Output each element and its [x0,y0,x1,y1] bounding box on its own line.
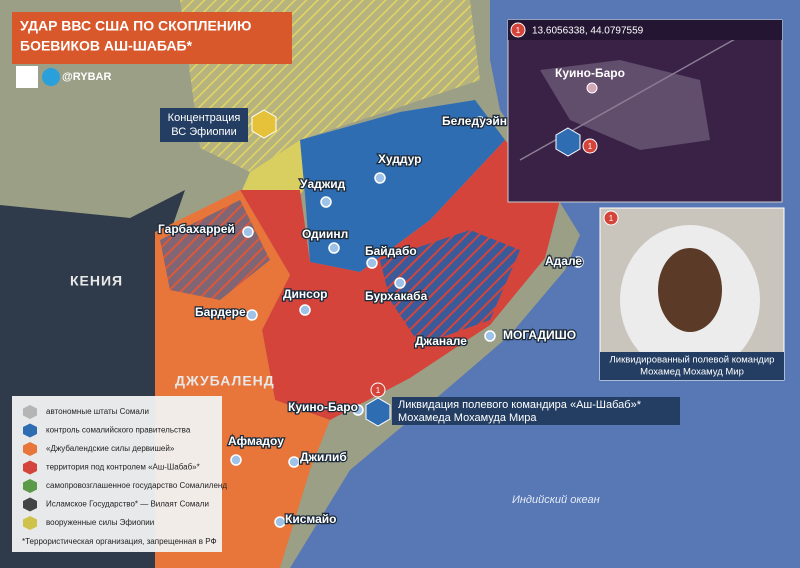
telegram-icon [42,68,60,86]
title: УДАР ВВС США ПО СКОПЛЕНИЮ [20,18,251,34]
place-label: Одиинл [302,227,348,241]
place-marker [328,242,340,254]
place-label: Джилиб [300,450,347,464]
callout-icon [365,397,391,427]
place-marker [572,256,584,268]
badge-text: 1 [609,214,614,223]
inset-coords: 13.6056338, 44.0797559 [532,26,644,37]
place-label: Худдур [378,152,421,166]
title: БОЕВИКОВ АШ-ШАБАБ* [20,38,193,54]
badge-text: 1 [588,142,593,151]
legend-note: *Террористическая организация, запрещенн… [22,537,217,546]
inset-marker-badge [582,138,598,154]
place-label: Беледуэйне [442,114,514,128]
gov-zone [300,100,505,272]
place-marker [320,196,332,208]
contested-zone [380,230,520,345]
callout-text: Ликвидация полевого командира «Аш-Шабаб»… [398,399,642,411]
place-marker [274,516,286,528]
legend-label: вооруженные силы Эфиопии [46,518,154,527]
inset-badge [510,22,526,38]
place-label: Байдабо [365,244,417,258]
legend-label: контроль сомалийского правительства [46,426,191,435]
photo-caption-box [600,352,784,380]
inset-header [508,20,782,40]
title-box [12,12,292,64]
photo-figure [658,248,722,332]
place-marker [242,226,254,238]
place-label: МОГАДИШО [503,328,576,342]
legend-swatch [23,442,37,456]
ethiopia-label-box [160,108,248,142]
badge-text: 1 [376,386,381,395]
photo-caption: Ликвидированный полевой командир [610,355,775,366]
place-marker [246,309,258,321]
place-marker [474,116,486,128]
legend-label: самопровозглашенное государство Сомалиле… [46,481,227,490]
place-label: Афмадоу [228,434,284,448]
contested-zone [160,200,270,300]
place-label: Бардере [195,305,246,319]
place-label: Уаджид [300,177,346,191]
legend-swatch [23,516,37,530]
place-label: Бурхакаба [365,289,428,303]
photo-badge [603,210,619,226]
inset-place: Куино-Баро [555,66,625,80]
place-label: Гарбахаррей [158,222,235,236]
place-marker [352,404,364,416]
legend-swatch [23,460,37,475]
legend-swatch [23,497,37,512]
badge-text: 1 [516,26,521,35]
legend [12,396,222,552]
region-label: ДЖУБАЛЕНД [175,373,275,389]
ethiopia-icon [251,109,277,139]
legend-label: автономные штаты Сомали [46,407,149,416]
place-marker [299,304,311,316]
photo-caption: Мохамед Мохамуд Мир [640,367,744,378]
place-label: Динсор [283,287,328,301]
legend-label: «Джубалендские силы дервишей» [46,444,175,453]
inset-place-marker [586,82,598,94]
place-label: Куино-Баро [288,400,358,414]
region-label: КЕНИЯ [70,273,123,289]
callout-text: Мохамеда Мохамуда Мира [398,412,537,424]
legend-swatch [23,479,37,493]
brand: @RYBAR [62,71,111,83]
place-label: Джанале [415,334,467,348]
place-marker [394,277,406,289]
place-marker [366,257,378,269]
place-marker [484,330,496,342]
place-marker [288,456,300,468]
place-label: Кисмайо [285,512,336,526]
legend-label: Исламское Государство* — Вилаят Сомали [46,500,209,509]
qr-code [16,66,38,88]
place-label: Адале [545,254,582,268]
callout-box [392,397,680,425]
legend-label: территория под контролем «Аш-Шабаб»* [46,463,200,472]
region-label: Индийский океан [512,494,600,506]
ethiopia-label: ВС Эфиопии [171,126,236,138]
legend-swatch [23,423,37,438]
inset-area [540,60,710,150]
callout-badge [370,382,386,398]
ethiopia-label: Концентрация [168,112,241,124]
place-marker [374,172,386,184]
inset-strike-icon [555,127,581,157]
legend-swatch [23,405,37,419]
place-marker [230,454,242,466]
